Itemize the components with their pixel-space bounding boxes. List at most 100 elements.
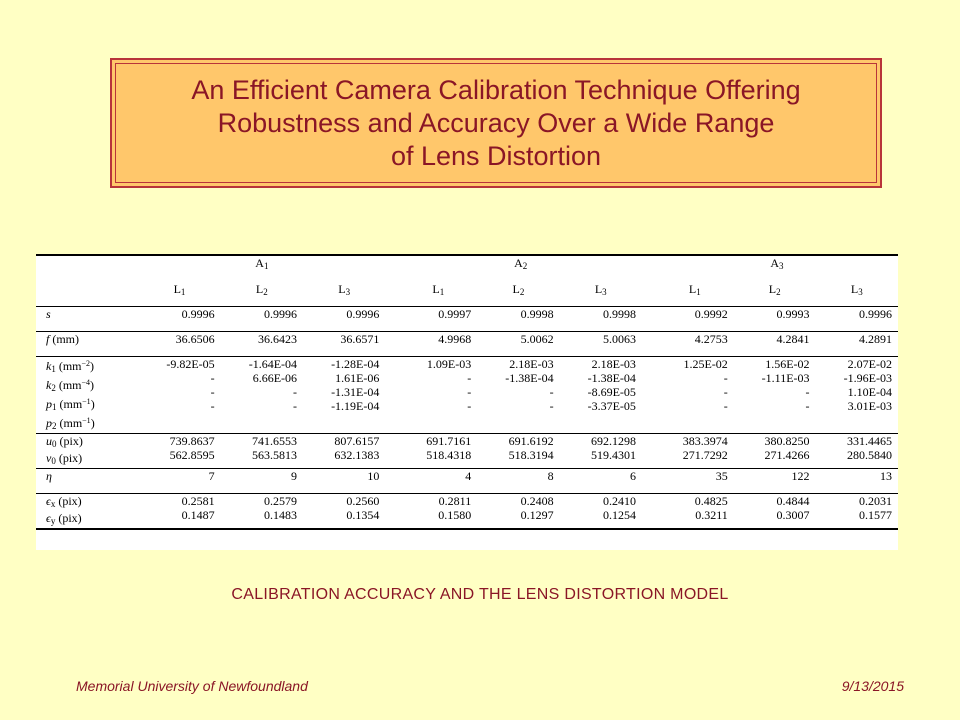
cell-value: 0.9992 (694, 307, 728, 321)
value-cell: 6 (559, 468, 642, 494)
cell-value: 0.1483 (264, 508, 298, 522)
value-cell: 383.3974 271.7292 (655, 433, 734, 469)
value-cell: 0.2031 0.1577 (815, 493, 898, 530)
table-row: k1 (mm−2) k2 (mm−4) p1 (mm−1) p2 (mm−1) -9.8… (36, 356, 898, 434)
cell-value: 0.9998 (520, 307, 554, 321)
cell-value: -1.31E-04 (331, 385, 380, 399)
cell-value: 13 (880, 469, 892, 483)
symbol: s (46, 307, 51, 321)
cell-value: 0.9997 (438, 307, 472, 321)
cell-value: 0.1297 (520, 508, 554, 522)
cell-value: 0.3211 (695, 508, 728, 522)
cell-value: - (723, 371, 728, 385)
column-gap (641, 433, 656, 469)
cell-value: 691.7161 (426, 434, 472, 448)
value-cell: 0.9996 (220, 306, 304, 332)
cell-value: 0.2579 (264, 494, 298, 508)
cell-value: - (467, 385, 472, 399)
column-header: L2 (220, 282, 304, 307)
cell-value: 280.5840 (847, 448, 892, 462)
column-gap (385, 282, 399, 307)
value-cell: 0.2560 0.1354 (303, 493, 386, 530)
cell-value: -1.11E-03 (761, 371, 810, 385)
cell-value: 691.6192 (508, 434, 554, 448)
symbol: η (46, 469, 52, 483)
cell-value: 0.9993 (776, 307, 810, 321)
column-gap (641, 306, 656, 332)
subscript: y (50, 516, 56, 526)
cell-value: 122 (791, 469, 810, 483)
group-header: A1 (138, 254, 386, 282)
row-label-line: s (46, 307, 118, 321)
footer-date: 9/13/2015 (841, 678, 904, 694)
column-gap (385, 468, 400, 494)
superscript: −1 (82, 416, 91, 425)
subscript: 3 (345, 287, 351, 297)
row-label-line: u0 (pix) (46, 434, 118, 451)
column-label: L1 (432, 282, 445, 297)
row-label-line: p1 (mm−1) (46, 395, 118, 414)
column-gap (641, 356, 656, 434)
value-cell: 0.9996 (138, 306, 221, 332)
group-label: A1 (255, 256, 269, 271)
subscript: 2 (776, 287, 781, 297)
row-label: η (36, 468, 125, 494)
cell-value: -1.96E-03 (843, 371, 892, 385)
unit: ) (90, 378, 95, 392)
value-cell: 9 (220, 468, 304, 494)
column-gap (385, 254, 400, 282)
cell-value: 0.1354 (346, 508, 380, 522)
unit: ) (90, 359, 95, 373)
symbol: p (46, 416, 52, 430)
cell-value: -9.82E-05 (166, 357, 215, 371)
column-header: L1 (655, 282, 734, 307)
column-gap (124, 282, 138, 307)
cell-value: - (723, 399, 728, 413)
row-label: s (36, 306, 125, 332)
cell-value: 1.56E-02 (765, 357, 810, 371)
unit: (mm (55, 378, 82, 392)
cell-value: -1.38E-04 (505, 371, 554, 385)
table-row: f (mm) 36.6506 36.6423 36.6571 4.9968 5.0062 5… (36, 331, 898, 357)
table-caption: CALIBRATION ACCURACY AND THE LENS DISTOR… (231, 586, 729, 603)
column-header: L1 (399, 282, 478, 307)
cell-value: 519.4301 (590, 448, 636, 462)
subscript: 3 (858, 287, 863, 297)
value-cell: 0.9993 (733, 306, 816, 332)
value-cell: 691.6192 518.3194 (477, 433, 560, 469)
value-cell: 122 (733, 468, 816, 494)
column-header: L3 (815, 282, 898, 307)
value-cell: 36.6423 (220, 331, 304, 357)
column-label: L3 (594, 282, 607, 297)
cell-value: - (210, 385, 215, 399)
value-cell: 10 (303, 468, 386, 494)
cell-value: 383.3974 (682, 434, 728, 448)
subscript: 2 (51, 383, 56, 393)
column-header: L3 (303, 282, 386, 307)
cell-value: - (723, 385, 728, 399)
column-label: L2 (255, 282, 268, 297)
value-cell: 0.4825 0.3211 (655, 493, 734, 530)
table-row: η 7 9 10 4 8 6 35 122 13 (36, 468, 898, 494)
column-gap (641, 254, 656, 282)
cell-value: 0.3007 (776, 508, 810, 522)
value-cell: 691.7161 518.4318 (399, 433, 478, 469)
cell-value: 518.4318 (426, 448, 472, 462)
subscript: 2 (52, 421, 57, 431)
cell-value: 6.66E-06 (252, 371, 298, 385)
cell-value: 0.1577 (859, 508, 892, 522)
cell-value: 4 (465, 469, 472, 483)
column-gap (641, 468, 656, 494)
value-cell: 5.0063 (559, 331, 642, 357)
title-line: An Efficient Camera Calibration Techniqu… (191, 74, 801, 105)
unit: (pix) (55, 451, 83, 465)
cell-value: 741.6553 (252, 434, 298, 448)
value-cell: 1.25E-02- - - (655, 356, 734, 434)
column-header-row: L1 L2 L3 L1 L2 L3 L1 L2 L3 (36, 282, 898, 307)
value-cell: 0.2581 0.1487 (138, 493, 221, 530)
column-gap (385, 306, 400, 332)
column-gap (385, 433, 400, 469)
column-gap (124, 468, 139, 494)
column-gap (385, 331, 400, 357)
cell-value: 9 (291, 469, 298, 483)
